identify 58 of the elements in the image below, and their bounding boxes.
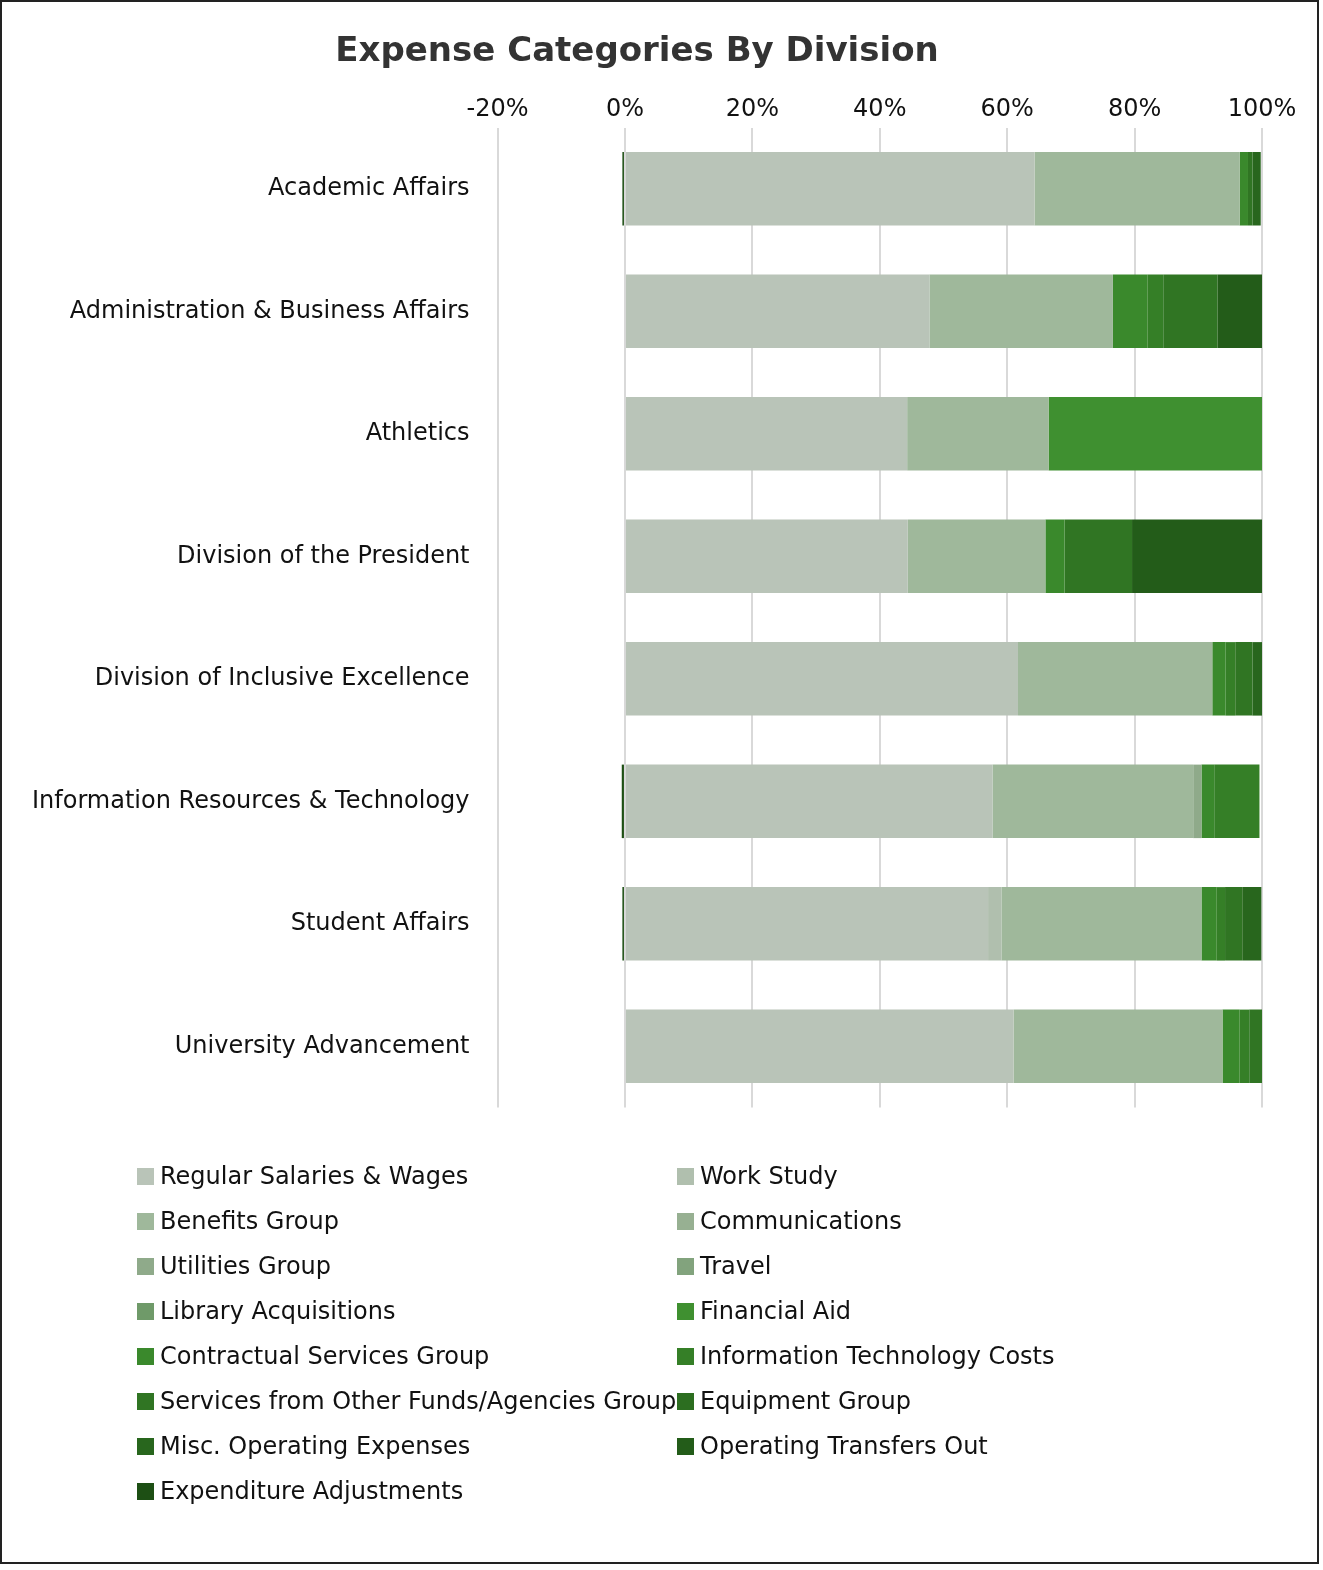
bar (1001, 887, 1202, 961)
bar (1013, 1009, 1223, 1084)
x-tick-label: 100% (1227, 94, 1297, 123)
legend-label: Operating Transfers Out (700, 1432, 988, 1460)
bar (1034, 152, 1240, 226)
chart-title: Expense Categories By Division (335, 29, 939, 70)
legend-label: Information Technology Costs (700, 1342, 1055, 1370)
legend-label: Library Acquisitions (160, 1297, 396, 1325)
bar (625, 274, 930, 349)
bar (625, 519, 908, 594)
legend-label: Expenditure Adjustments (160, 1477, 464, 1505)
y-tick-label: Athletics (365, 418, 470, 447)
bar (1239, 152, 1248, 226)
bar (1064, 519, 1133, 594)
legend-label: Regular Salaries & Wages (160, 1162, 469, 1190)
bar (1242, 887, 1262, 961)
y-tick-label: Student Affairs (290, 908, 470, 937)
y-tick-label: Administration & Business Affairs (69, 295, 470, 324)
y-tick-label: Academic Affairs (268, 173, 470, 202)
bar (992, 764, 1194, 839)
bar (929, 274, 1113, 349)
bar (907, 519, 1046, 594)
legend-label: Equipment Group (700, 1387, 911, 1415)
legend-label: Misc. Operating Expenses (160, 1432, 471, 1460)
bar (1252, 152, 1261, 226)
legend-label: Utilities Group (160, 1252, 332, 1280)
x-tick-label: 0% (605, 94, 644, 123)
y-tick-label: Division of Inclusive Excellence (94, 663, 470, 692)
bar (1247, 152, 1253, 226)
bar (1045, 519, 1065, 594)
legend-label: Services from Other Funds/Agencies Group (160, 1387, 677, 1415)
bar (1132, 519, 1262, 594)
legend-label: Contractual Services Group (160, 1342, 490, 1370)
x-tick-label: 60% (980, 94, 1034, 123)
x-tick-label: 20% (725, 94, 780, 123)
legend-label: Work Study (700, 1162, 838, 1190)
y-tick-label: University Advancement (174, 1030, 470, 1059)
bar (907, 397, 1049, 471)
bar (1252, 642, 1262, 716)
bar (625, 397, 908, 471)
bar (625, 152, 1035, 226)
y-tick-label: Division of the President (177, 540, 470, 569)
bar (1193, 764, 1202, 839)
bar (1048, 397, 1262, 471)
x-tick-label: 80% (1107, 94, 1162, 123)
legend-label: Communications (700, 1207, 902, 1235)
bar (625, 764, 993, 839)
bar (621, 764, 624, 839)
bar (1018, 642, 1213, 716)
x-tick-label: -20% (466, 94, 529, 123)
legend-label: Travel (700, 1252, 772, 1280)
y-tick-label: Information Resources & Technology (32, 785, 470, 814)
legend-label: Financial Aid (700, 1297, 852, 1325)
x-tick-label: 40% (853, 94, 907, 123)
bar (625, 642, 1019, 716)
bar (1217, 274, 1262, 349)
legend-label: Benefits Group (160, 1207, 339, 1235)
bar (625, 1009, 1014, 1084)
